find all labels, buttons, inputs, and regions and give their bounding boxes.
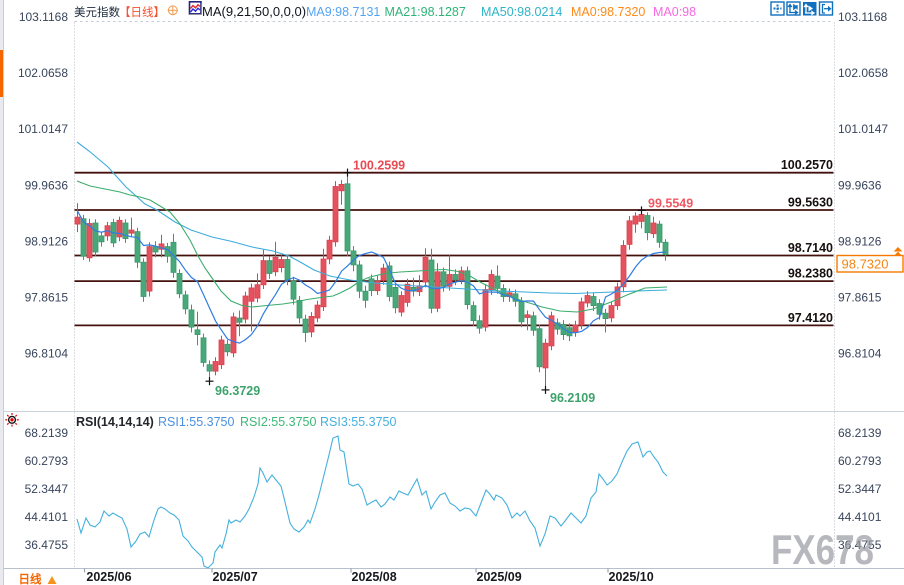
svg-text:MA50:98.0214: MA50:98.0214 [481,5,562,19]
svg-text:68.2139: 68.2139 [838,426,882,440]
svg-text:102.0658: 102.0658 [838,66,888,80]
svg-text:MA0:98.7320: MA0:98.7320 [571,5,645,19]
svg-text:日线: 日线 [19,572,42,585]
svg-text:100.2570: 100.2570 [781,158,833,172]
svg-text:MA21:98.1287: MA21:98.1287 [385,5,466,19]
svg-text:97.8615: 97.8615 [25,291,69,305]
svg-text:98.7320: 98.7320 [842,257,889,272]
svg-text:FX678: FX678 [771,526,874,573]
svg-text:98.9126: 98.9126 [838,234,882,248]
svg-text:96.2109: 96.2109 [550,391,595,405]
svg-text:MA0:98: MA0:98 [653,5,696,19]
svg-text:36.4755: 36.4755 [25,538,69,552]
svg-text:101.0147: 101.0147 [18,122,68,136]
svg-text:97.8615: 97.8615 [838,291,882,305]
svg-text:2025/06: 2025/06 [86,570,131,584]
svg-text:103.1168: 103.1168 [838,10,887,24]
svg-text:96.8104: 96.8104 [25,347,69,361]
svg-text:44.4101: 44.4101 [25,510,69,524]
svg-text:97.4120: 97.4120 [788,311,833,325]
svg-text:68.2139: 68.2139 [25,426,69,440]
svg-text:99.9636: 99.9636 [25,178,69,192]
svg-text:98.9126: 98.9126 [25,234,69,248]
svg-text:99.5549: 99.5549 [648,197,693,211]
svg-text:96.3729: 96.3729 [215,384,260,398]
svg-text:99.9636: 99.9636 [838,178,882,192]
svg-text:RSI(14,14,14): RSI(14,14,14) [76,415,154,429]
svg-text:MA9:98.7131: MA9:98.7131 [306,5,380,19]
svg-text:RSI1:55.3750: RSI1:55.3750 [158,415,234,429]
svg-text:102.0658: 102.0658 [18,66,68,80]
svg-text:96.8104: 96.8104 [838,347,882,361]
svg-text:60.2793: 60.2793 [838,454,882,468]
svg-text:103.1168: 103.1168 [19,10,68,24]
svg-text:44.4101: 44.4101 [838,510,882,524]
svg-text:98.7140: 98.7140 [788,241,833,255]
svg-text:MA(9,21,50,0,0,0): MA(9,21,50,0,0,0) [202,4,306,19]
svg-text:60.2793: 60.2793 [25,454,69,468]
svg-text:52.3447: 52.3447 [838,482,882,496]
svg-text:美元指数: 美元指数 [74,5,120,19]
svg-text:98.2380: 98.2380 [788,267,833,281]
svg-text:2025/08: 2025/08 [352,570,397,584]
svg-text:RSI3:55.3750: RSI3:55.3750 [320,415,396,429]
svg-text:100.2599: 100.2599 [353,159,405,173]
svg-text:99.5630: 99.5630 [788,196,833,210]
svg-text:2025/07: 2025/07 [213,570,258,584]
svg-text:【日线】: 【日线】 [119,5,165,19]
svg-text:101.0147: 101.0147 [838,122,888,136]
svg-text:2025/10: 2025/10 [609,570,654,584]
svg-text:RSI2:55.3750: RSI2:55.3750 [240,415,316,429]
svg-text:52.3447: 52.3447 [25,482,69,496]
svg-text:36.4755: 36.4755 [838,538,882,552]
svg-text:2025/09: 2025/09 [477,570,522,584]
